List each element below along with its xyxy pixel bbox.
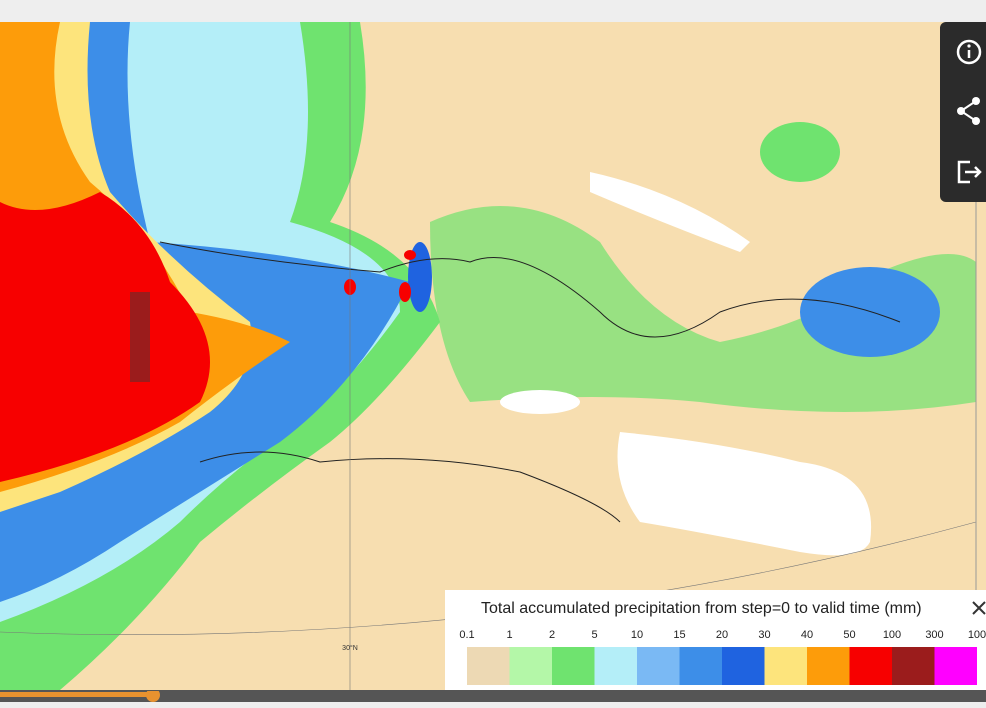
share-button[interactable] [957,97,980,125]
grid-label: 30°N [342,644,358,652]
legend-swatch [679,647,722,685]
legend-label: 10 [631,629,643,641]
legend-swatch [849,647,892,685]
legend-label: 300 [925,629,943,641]
legend-swatch [637,647,680,685]
legend-label: 1 [506,629,512,641]
info-button[interactable] [956,39,982,65]
toolbar [940,22,986,202]
legend-label: 100 [968,629,986,641]
coastline [159,241,901,523]
legend-label: 15 [673,629,685,641]
export-button[interactable] [957,160,982,184]
precipitation-map[interactable]: 30°N [0,22,986,690]
rain-blue-east [800,267,940,357]
legend-swatch [467,647,510,685]
legend-swatch [722,647,765,685]
toolbar-icons [956,39,982,184]
timeline-handle[interactable] [146,688,160,702]
legend-swatch [594,647,637,685]
rain-red-patch [399,282,411,302]
rain-darkred [130,292,150,382]
rain-green-north [760,122,840,182]
legend-swatch [764,647,807,685]
legend-label: 5 [591,629,597,641]
legend-swatch [934,647,977,685]
legend-label: 30 [758,629,770,641]
dry-area [590,172,750,252]
legend-label: 2 [549,629,555,641]
timeline-progress [0,692,153,697]
legend-label: 0.1 [459,629,474,641]
timeline-bar [0,688,160,702]
legend-label: 50 [843,629,855,641]
timeline[interactable] [0,688,986,702]
rain-green-east [430,206,976,412]
rain-red-patch [404,250,416,260]
legend: 0.1 1 2 5 10 15 20 30 40 50 100 300 100 Total accumu… [445,590,986,690]
dry-area [500,390,580,414]
legend-label: 40 [801,629,813,641]
dry-area [617,432,872,556]
legend-label: 20 [716,629,728,641]
legend-scale: 0.1 1 2 5 10 15 20 30 40 50 100 300 100 [459,601,986,685]
legend-title: Total accumulated precipitation from ste… [481,600,922,617]
close-button[interactable] [972,601,986,615]
legend-swatch [552,647,595,685]
rain-red [0,192,210,482]
legend-swatch [509,647,552,685]
legend-swatch [807,647,850,685]
legend-swatch [892,647,935,685]
legend-label: 100 [883,629,901,641]
